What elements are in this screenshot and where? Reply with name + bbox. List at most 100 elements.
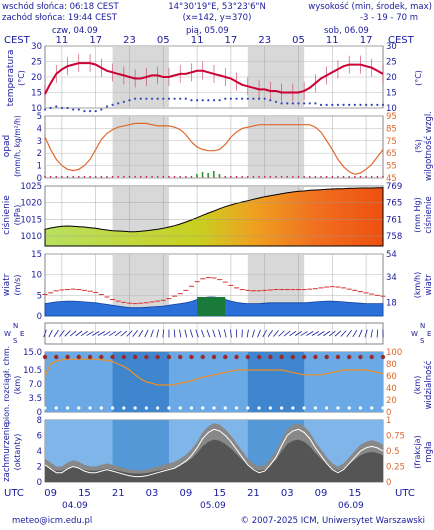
precip-zero-marker: [275, 176, 277, 178]
precip-bar: [196, 174, 198, 177]
compass-s-left: S: [13, 337, 18, 345]
cloud-cover-area-dark: [45, 439, 383, 482]
precip-zero-marker: [128, 176, 131, 178]
dewpoint-point: [145, 97, 148, 100]
temp-tick-right: 15: [386, 89, 397, 99]
temp-tick-right: 10: [386, 104, 397, 114]
wind-direction-arrow: [53, 329, 59, 338]
compass-n-right: N: [420, 322, 425, 330]
wind-direction-arrow: [370, 329, 373, 338]
cloud-top-dot: [256, 354, 262, 360]
dewpoint-point: [83, 110, 86, 113]
bottom-hour-label: 03: [281, 488, 294, 499]
wind-direction-arrow: [114, 330, 122, 337]
wind-direction-arrow: [144, 329, 149, 338]
cloud-base-dot: [167, 406, 171, 410]
wind-direction-arrow: [376, 329, 379, 338]
precip-zero-marker: [235, 176, 238, 178]
night-band-wind-0: [112, 254, 169, 316]
wind-direction-arrow: [200, 329, 205, 338]
cloud-base-dot: [257, 406, 261, 410]
pressure-area: [44, 187, 384, 247]
cloud-base-dot: [246, 406, 250, 410]
dewpoint-point: [72, 108, 75, 111]
top-hour-label: 05: [157, 35, 170, 46]
dewpoint-point: [308, 102, 311, 105]
wind-direction-arrow: [273, 330, 279, 337]
day-label-2: pią, 05.09: [186, 26, 229, 36]
dewpoint-point: [173, 97, 176, 100]
wind-unit-right: (km/h): [413, 272, 422, 298]
dewpoint-point: [184, 97, 187, 100]
footer-copyright: © 2007-2025 ICM, Uniwersytet Warszawski: [241, 516, 425, 526]
wind-tick-right: 54: [386, 250, 397, 260]
cloud-top-dot: [65, 354, 70, 360]
cloud-top-dot: [87, 354, 93, 360]
cloud-top-dot: [369, 354, 374, 360]
wind-direction-arrow: [150, 329, 154, 338]
temp-tick-left: 15: [31, 89, 42, 99]
cloud-top-dot: [313, 354, 318, 360]
dewpoint-point: [224, 97, 227, 100]
cloud-base-dot: [65, 406, 70, 410]
precip-zero-marker: [224, 176, 227, 178]
cloud-base-dot: [54, 406, 58, 410]
dewpoint-point: [43, 108, 47, 111]
wind-direction-arrow: [278, 330, 285, 337]
wind-direction-arrow: [92, 331, 100, 336]
footer-email[interactable]: meteo@icm.edu.pl: [12, 516, 92, 526]
wind-direction-arrow: [132, 330, 138, 337]
cloud-extent-label: pion. rozciągł. chm.: [2, 346, 11, 424]
dewpoint-point: [381, 103, 385, 106]
humidity-tick: 45: [386, 174, 397, 184]
dewpoint-point: [156, 97, 159, 100]
precip-zero-marker: [168, 176, 170, 178]
top-hour-label: 05: [292, 35, 305, 46]
dewpoint-point: [139, 97, 142, 100]
dewpoint-point: [269, 99, 272, 102]
temperature-label: temperatura: [6, 50, 16, 107]
cloud-top-dot: [211, 354, 217, 360]
cloud-top-dot: [132, 354, 138, 360]
wind-tick-left: 10: [31, 271, 42, 281]
dewpoint-point: [94, 110, 97, 113]
precip-zero-marker: [151, 176, 153, 178]
wind-direction-arrow: [48, 329, 53, 338]
compass-right: N S W E: [411, 322, 431, 345]
pressure-unit-left: (hPa): [13, 205, 22, 226]
visibility-tick: 20: [386, 396, 397, 406]
bottom-hour-label: 15: [348, 488, 361, 499]
wind-direction-arrow: [229, 329, 232, 338]
cloud-base-dot: [336, 406, 340, 410]
fog-tick: 1: [386, 416, 391, 426]
temp-tick-left: 25: [31, 58, 42, 68]
precip-zero-marker: [314, 176, 317, 178]
dewpoint-point: [353, 103, 356, 106]
panel-prec: [44, 115, 384, 179]
wind-direction-arrow: [97, 331, 105, 336]
wind-direction-arrow: [346, 330, 352, 337]
top-hour-label: 17: [89, 35, 102, 46]
compass-left: N S W E: [4, 322, 24, 345]
wind-direction-arrow: [306, 331, 314, 336]
dewpoint-point: [190, 99, 193, 102]
wind-direction-arrow: [334, 330, 342, 337]
wind-unit-left: (m/s): [13, 275, 22, 296]
cloud-top-dot: [178, 354, 183, 360]
compass-s-right: S: [420, 337, 425, 345]
precip-zero-marker: [156, 176, 159, 178]
pressure-tick-left: 1020: [20, 199, 42, 209]
elevation-title: wysokość (min, środek, max): [308, 1, 432, 12]
dewpoint-point: [303, 102, 306, 105]
wind-direction-arrow: [162, 329, 165, 338]
precip-zero-marker: [61, 176, 63, 178]
cloud-base-dot: [99, 406, 103, 410]
precip-zero-marker: [134, 176, 136, 178]
cloud-base-tick: 0: [37, 408, 42, 418]
dewpoint-point: [150, 97, 154, 100]
humidity-tick: 85: [386, 124, 397, 134]
cloud-cover-line: [44, 428, 384, 478]
visibility-tick: 40: [386, 384, 397, 394]
pressure-tick-right: 765: [386, 199, 402, 209]
precip-zero-marker: [139, 176, 142, 178]
